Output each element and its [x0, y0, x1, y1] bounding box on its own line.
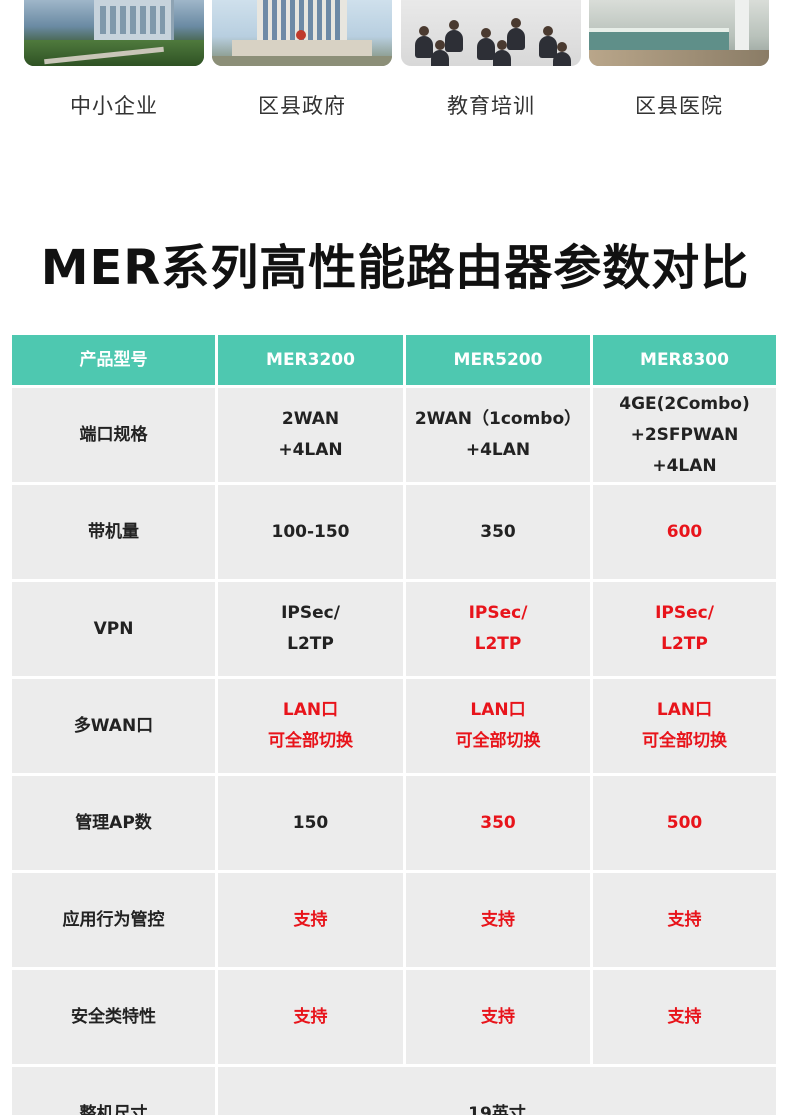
spec-value-line: 150: [292, 812, 329, 833]
spec-value-cell: 600: [593, 485, 776, 579]
spec-value-cell: 支持: [406, 970, 590, 1064]
table-row: 安全类特性 支持 支持 支持: [12, 970, 776, 1064]
spec-value-line: 支持: [667, 1006, 702, 1027]
spec-value-cell: 350: [406, 776, 590, 870]
spec-value-line: +4LAN: [652, 455, 717, 476]
spec-value-line: 2WAN: [281, 409, 340, 429]
spec-value-cell: 支持: [406, 873, 590, 967]
row-label: 管理AP数: [12, 776, 215, 870]
spec-value-line: 可全部切换: [455, 731, 541, 751]
spec-value-cell: 支持: [218, 873, 403, 967]
scenario-card-hospital: 区县医院: [589, 0, 769, 118]
spec-value-line: L2TP: [287, 634, 334, 654]
spec-value-line: LAN口: [470, 700, 526, 720]
spec-value-line: +4LAN: [465, 440, 531, 460]
spec-value-cell: IPSec/L2TP: [218, 582, 403, 676]
table-header-row: 产品型号 MER3200 MER5200 MER8300: [12, 335, 776, 385]
government-building-photo: [212, 0, 392, 66]
spec-value-line: 支持: [481, 1006, 515, 1027]
spec-value-cell: 支持: [593, 970, 776, 1064]
spec-value-line: +2SFPWAN: [630, 424, 739, 445]
spec-value-line: 500: [666, 812, 703, 833]
scenario-gallery: 中小企业 区县政府 教育培训 区县医院: [24, 0, 769, 140]
scenario-card-government: 区县政府: [212, 0, 392, 118]
spec-value-line: 可全部切换: [642, 731, 727, 751]
spec-value-cell: 4GE(2Combo) +2SFPWAN +4LAN: [593, 388, 776, 482]
spec-value-line: +4LAN: [278, 440, 343, 460]
spec-value-cell: 2WAN +4LAN: [218, 388, 403, 482]
table-row: 带机量 100-150 350 600: [12, 485, 776, 579]
spec-value-cell: 500: [593, 776, 776, 870]
header-cell: MER8300: [593, 335, 776, 385]
spec-value-line: 可全部切换: [268, 731, 353, 751]
table-row: 整机尺寸 19英寸: [12, 1067, 776, 1115]
scenario-label: 区县政府: [258, 94, 346, 118]
row-label: 带机量: [12, 485, 215, 579]
spec-value-cell: 350: [406, 485, 590, 579]
spec-value-line: IPSec/: [281, 603, 340, 623]
spec-value-line: L2TP: [474, 634, 522, 654]
spec-value-cell: 100-150: [218, 485, 403, 579]
page-title: MER系列高性能路由器参数对比: [40, 240, 750, 296]
row-label: 端口规格: [12, 388, 215, 482]
spec-value-line: 支持: [293, 909, 328, 930]
row-label: 安全类特性: [12, 970, 215, 1064]
header-cell: MER5200: [406, 335, 590, 385]
spec-value-cell: 支持: [593, 873, 776, 967]
spec-value-cell: 150: [218, 776, 403, 870]
table-row: VPN IPSec/L2TP IPSec/L2TP IPSec/L2TP: [12, 582, 776, 676]
row-label: 应用行为管控: [12, 873, 215, 967]
spec-value-cell: IPSec/L2TP: [593, 582, 776, 676]
row-label: VPN: [12, 582, 215, 676]
table-row: 端口规格 2WAN +4LAN 2WAN（1combo） +4LAN 4GE(2Combo…: [12, 388, 776, 482]
spec-value-line: 350: [480, 521, 516, 542]
spec-value-line: 4GE(2Combo): [619, 393, 750, 414]
spec-value-line: L2TP: [661, 634, 708, 654]
table-row: 多WAN口 LAN口 可全部切换 LAN口 可全部切换 LAN口 可全部切换: [12, 679, 776, 773]
spec-value-cell: 支持: [218, 970, 403, 1064]
spec-value-cell: LAN口可全部切换: [593, 679, 776, 773]
spec-value-line: 支持: [481, 909, 515, 930]
scenario-label: 区县医院: [635, 94, 723, 118]
spec-value-cell: 19英寸: [218, 1067, 776, 1115]
spec-value-cell: LAN口可全部切换: [406, 679, 590, 773]
training-classroom-photo: [401, 0, 581, 66]
spec-value-line: 支持: [667, 909, 702, 930]
spec-value-line: 600: [666, 521, 703, 542]
table-row: 管理AP数 150 350 500: [12, 776, 776, 870]
spec-value-line: 100-150: [271, 521, 350, 542]
spec-value-line: IPSec/: [655, 603, 714, 623]
scenario-label: 教育培训: [447, 94, 535, 118]
spec-value-line: 350: [480, 812, 516, 833]
spec-value-line: 2WAN（1combo）: [414, 409, 582, 429]
office-park-photo: [24, 0, 204, 66]
row-label: 整机尺寸: [12, 1067, 215, 1115]
hospital-lobby-photo: [589, 0, 769, 66]
spec-value-cell: LAN口可全部切换: [218, 679, 403, 773]
spec-value-line: IPSec/: [468, 603, 528, 623]
spec-value-cell: IPSec/L2TP: [406, 582, 590, 676]
spec-value-line: 支持: [293, 1006, 328, 1027]
row-label: 多WAN口: [12, 679, 215, 773]
scenario-card-education: 教育培训: [401, 0, 581, 118]
header-cell: MER3200: [218, 335, 403, 385]
header-cell: 产品型号: [12, 335, 215, 385]
table-row: 应用行为管控 支持 支持 支持: [12, 873, 776, 967]
spec-value-cell: 2WAN（1combo） +4LAN: [406, 388, 590, 482]
spec-value-line: LAN口: [656, 700, 713, 720]
scenario-label: 中小企业: [70, 94, 158, 118]
spec-value-line: LAN口: [282, 700, 339, 720]
scenario-card-enterprise: 中小企业: [24, 0, 204, 118]
